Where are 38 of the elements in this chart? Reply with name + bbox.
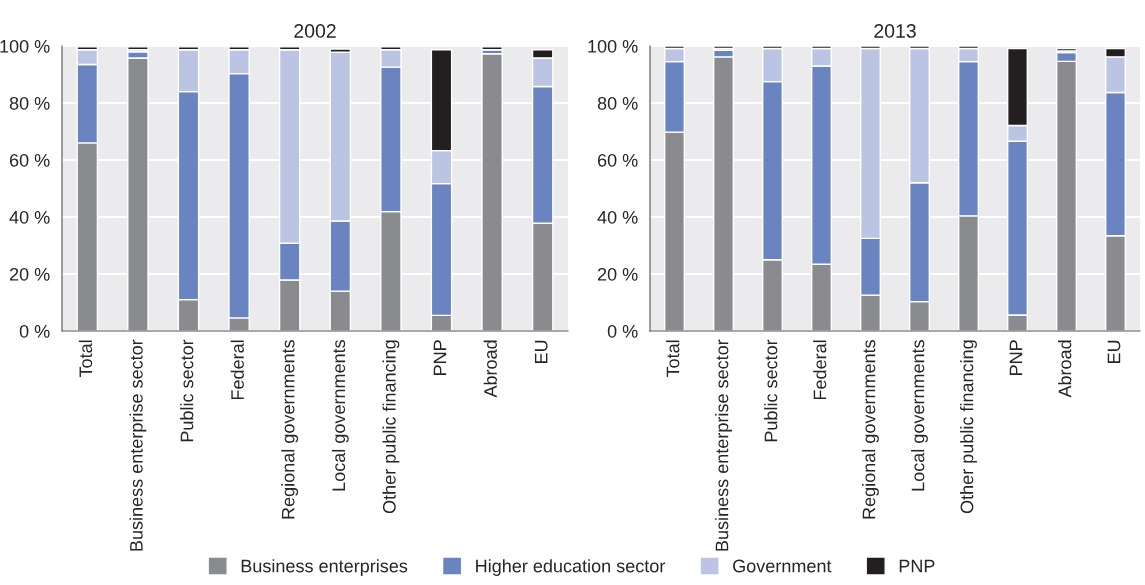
- legend-label: Government: [733, 559, 832, 573]
- y-tick-label: 80 %: [9, 96, 50, 110]
- x-tick-label: Federal: [230, 340, 244, 400]
- chart-title: 2013: [874, 24, 916, 38]
- y-tick-label: 20 %: [597, 267, 638, 281]
- legend-label: PNP: [899, 559, 935, 573]
- x-tick-label: Other public financing: [382, 340, 400, 514]
- x-tick-label: Total: [666, 340, 680, 378]
- legend-label: Business enterprises: [241, 559, 408, 576]
- x-tick-label: Total: [78, 340, 93, 378]
- x-tick-label: Local governments: [911, 339, 928, 491]
- x-tick-label: Public sector: [764, 339, 778, 442]
- x-tick-label: PNP: [1009, 340, 1023, 375]
- x-tick-label: EU: [1107, 340, 1121, 363]
- x-tick-label: Other public financing: [960, 340, 977, 514]
- y-tick-label: 60 %: [9, 153, 50, 167]
- chart-title: 2002: [294, 24, 336, 38]
- y-tick-label: 20 %: [9, 267, 50, 281]
- y-tick-label: 40 %: [9, 210, 50, 224]
- y-tick-label: 60 %: [597, 153, 638, 167]
- legend-label: Higher education sector: [476, 559, 666, 576]
- x-tick-label: Regional governments: [862, 339, 879, 519]
- x-tick-label: Business enterprise sector: [129, 339, 147, 551]
- x-tick-label: Business enterprise sector: [715, 339, 732, 551]
- y-tick-label: 100 %: [0, 39, 50, 53]
- y-tick-label: 100 %: [588, 39, 638, 53]
- x-tick-label: Local governments: [331, 339, 349, 491]
- x-tick-label: Federal: [813, 340, 827, 400]
- x-tick-label: Regional governments: [281, 339, 299, 519]
- x-tick-label: Abroad: [1058, 340, 1072, 398]
- y-tick-label: 40 %: [597, 210, 638, 224]
- y-tick-label: 0 %: [19, 324, 50, 338]
- x-tick-label: EU: [534, 340, 548, 363]
- x-tick-label: Abroad: [483, 340, 497, 398]
- x-tick-label: PNP: [433, 340, 447, 375]
- y-tick-label: 80 %: [597, 96, 638, 110]
- x-tick-label: Public sector: [180, 339, 194, 442]
- y-tick-label: 0 %: [607, 324, 638, 338]
